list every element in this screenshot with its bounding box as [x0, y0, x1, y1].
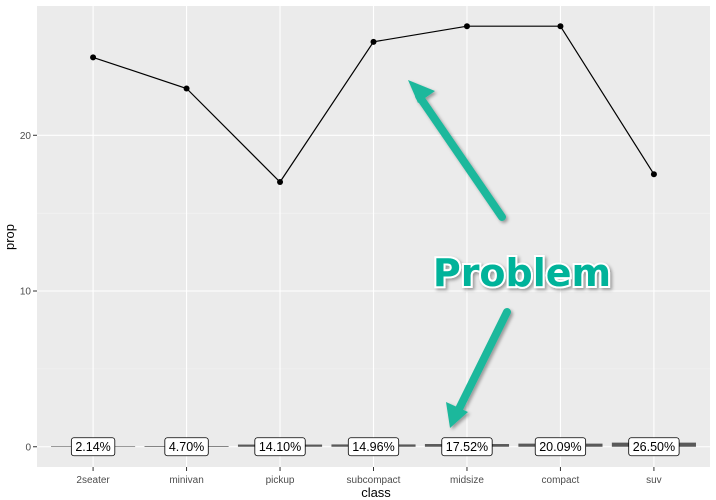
data-point	[183, 85, 190, 92]
x-tick-label: compact	[542, 475, 580, 486]
x-tick-label: pickup	[266, 475, 295, 486]
x-tick-label: subcompact	[347, 475, 401, 486]
percent-label-box	[347, 437, 400, 457]
y-tick-label: 0	[25, 442, 31, 453]
problem-annotation: Problem	[408, 80, 613, 428]
percent-label-box	[534, 437, 587, 457]
x-tick-label: 2seater	[76, 475, 110, 486]
x-tick-label: minivan	[169, 475, 203, 486]
data-point	[463, 23, 470, 30]
arrow-up-icon	[408, 80, 506, 221]
percent-label: 4.70%	[164, 437, 209, 457]
percent-label-box	[628, 437, 680, 457]
percent-label-text: 26.50%	[633, 440, 675, 454]
data-point	[277, 178, 284, 185]
data-point	[370, 38, 377, 45]
percent-label-box	[164, 437, 209, 457]
y-axis: 0 10 20	[20, 131, 37, 453]
percent-label: 14.10%	[254, 437, 306, 457]
percent-label: 14.96%	[347, 437, 400, 457]
percent-label-text: 17.52%	[446, 440, 488, 454]
x-tick-label: suv	[646, 475, 662, 486]
y-tick-label: 20	[20, 131, 32, 142]
percent-label-box	[70, 437, 116, 457]
percent-label: 20.09%	[534, 437, 587, 457]
y-tick-label: 10	[20, 287, 32, 298]
data-point	[557, 23, 564, 30]
percent-label-text: 14.96%	[352, 440, 394, 454]
data-point	[650, 171, 657, 178]
arrow-down-icon	[446, 308, 511, 428]
percent-labels: 2.14% 4.70% 14.10% 14.96% 17.52% 20.09% 26.50%	[70, 437, 680, 457]
percent-label: 2.14%	[70, 437, 116, 457]
line-series	[90, 23, 657, 185]
data-point	[90, 54, 97, 61]
percent-label: 26.50%	[628, 437, 680, 457]
y-axis-title: prop	[2, 224, 17, 250]
percent-label-box	[441, 437, 493, 457]
x-tick-label: midsize	[450, 475, 484, 486]
percent-label-box	[254, 437, 306, 457]
percent-label: 17.52%	[441, 437, 493, 457]
x-axis: 2seater minivan pickup subcompact midsize com…	[76, 467, 662, 486]
percent-label-text: 14.10%	[259, 440, 301, 454]
percent-label-text: 20.09%	[539, 440, 581, 454]
percent-label-text: 2.14%	[75, 440, 110, 454]
percent-label-text: 4.70%	[169, 440, 204, 454]
annotation-text: Problem	[433, 251, 611, 295]
x-axis-title: class	[361, 485, 391, 500]
